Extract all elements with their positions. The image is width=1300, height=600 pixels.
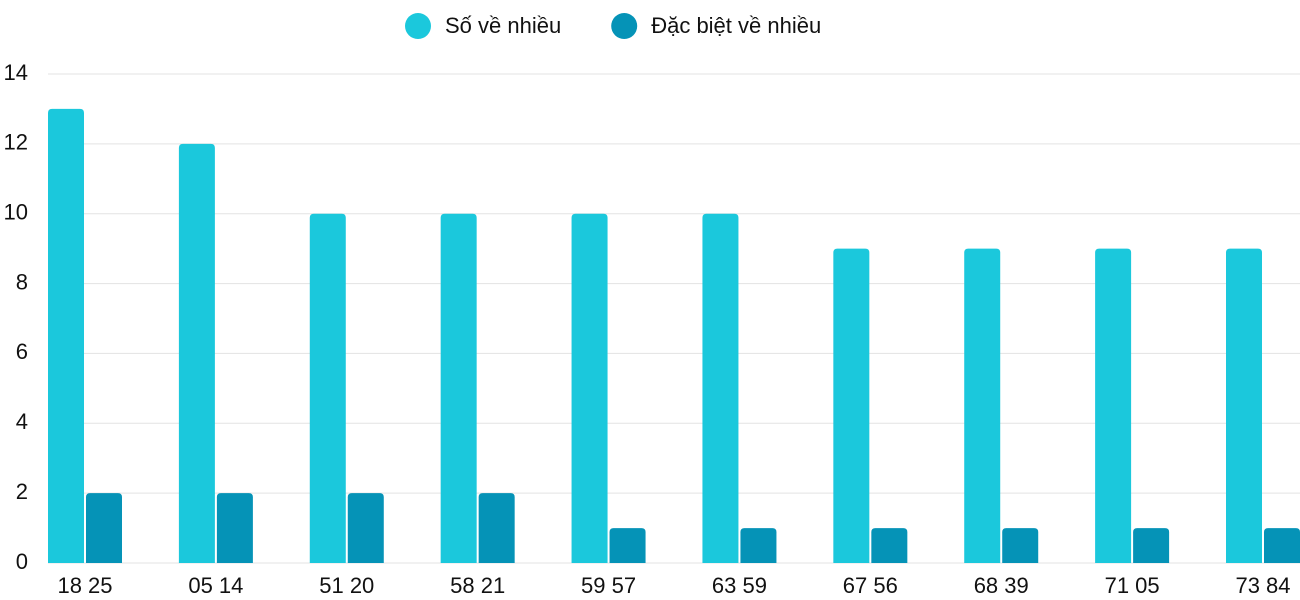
- bar: [347, 493, 384, 563]
- y-tick-label: 14: [4, 60, 28, 85]
- legend-marker: [611, 13, 638, 39]
- bar: [440, 213, 477, 563]
- bar: [702, 213, 739, 563]
- bar: [1095, 248, 1132, 563]
- bar: [86, 493, 122, 563]
- bar: [309, 213, 346, 563]
- x-tick-label: 18 25: [57, 573, 112, 598]
- bar: [216, 493, 253, 563]
- y-tick-label: 4: [16, 409, 28, 434]
- bar: [48, 108, 84, 563]
- y-tick-label: 12: [4, 130, 28, 155]
- x-tick-label: 58 21: [450, 573, 505, 598]
- legend-marker: [405, 13, 431, 39]
- y-tick-label: 6: [16, 339, 28, 364]
- y-tick-label: 0: [16, 549, 28, 574]
- bar: [1226, 248, 1262, 563]
- bar: [1133, 528, 1170, 563]
- bar: [478, 493, 515, 563]
- x-tick-label: 71 05: [1105, 573, 1160, 598]
- x-tick-label: 67 56: [843, 573, 898, 598]
- bar: [1264, 528, 1300, 563]
- bar: [833, 248, 870, 563]
- legend-label: Đặc biệt về nhiều: [651, 13, 821, 38]
- bar: [740, 528, 777, 563]
- x-tick-label: 73 84: [1235, 573, 1290, 598]
- x-tick-label: 59 57: [581, 573, 636, 598]
- x-tick-label: 05 14: [188, 573, 243, 598]
- x-tick-label: 63 59: [712, 573, 767, 598]
- bar: [178, 143, 215, 563]
- bar: [609, 528, 646, 563]
- legend-label: Số về nhiều: [445, 13, 561, 38]
- bar: [1002, 528, 1039, 563]
- y-tick-label: 8: [16, 269, 28, 294]
- x-tick-label: 68 39: [974, 573, 1029, 598]
- bar: [871, 528, 908, 563]
- y-tick-label: 2: [16, 479, 28, 504]
- bar: [571, 213, 608, 563]
- x-tick-label: 51 20: [319, 573, 374, 598]
- bar: [964, 248, 1001, 563]
- y-tick-label: 10: [4, 200, 28, 225]
